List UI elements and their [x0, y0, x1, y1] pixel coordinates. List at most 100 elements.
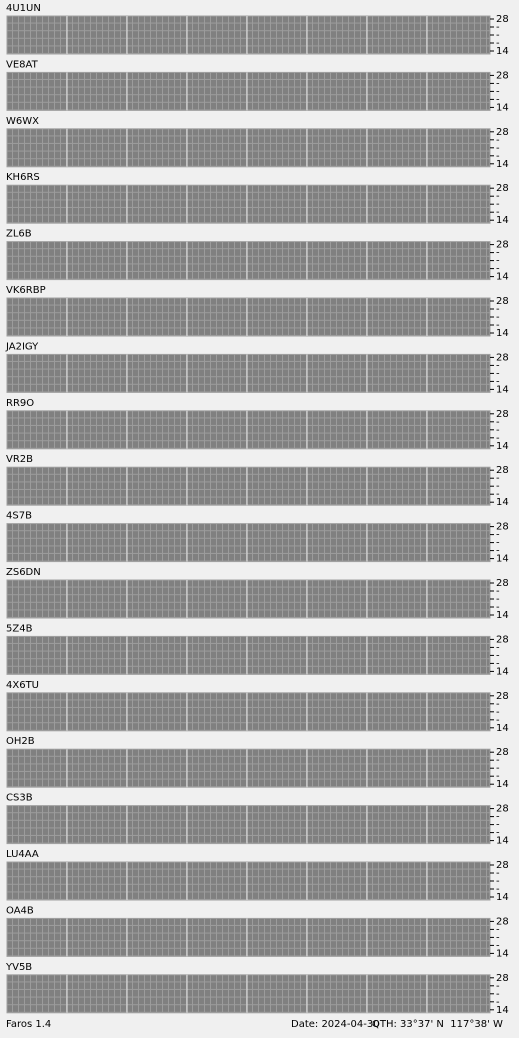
band-label: 28 [496, 183, 509, 194]
band-label: 14 [496, 272, 509, 283]
band-label: 14 [496, 497, 509, 508]
band-label: - [496, 650, 500, 661]
band-label: - [496, 594, 500, 605]
band-label: - [496, 707, 500, 718]
station-label: OH2B [6, 736, 35, 747]
band-label: 28 [496, 409, 509, 420]
station-label: YV5B [5, 962, 32, 973]
band-label: - [496, 368, 500, 379]
station-label: VK6RBP [6, 285, 46, 296]
band-label: - [496, 940, 500, 951]
band-label: - [496, 538, 500, 549]
band-label: - [496, 433, 500, 444]
band-label: - [496, 828, 500, 839]
band-label: 14 [496, 328, 509, 339]
band-label: - [496, 320, 500, 331]
band-label: 28 [496, 127, 509, 138]
station-label: 4X6TU [6, 680, 39, 691]
band-label: - [496, 820, 500, 831]
station-label: JA2IGY [5, 341, 39, 352]
band-label: 28 [496, 634, 509, 645]
band-grid [6, 241, 491, 281]
station-label: ZS6DN [6, 567, 41, 578]
band-label: - [496, 876, 500, 887]
band-label: 28 [496, 973, 509, 984]
band-grid [6, 523, 491, 563]
band-label: - [496, 602, 500, 613]
band-label: 28 [496, 916, 509, 927]
band-label: - [496, 312, 500, 323]
band-label: - [496, 932, 500, 943]
band-label: 14 [496, 1005, 509, 1015]
band-label: 28 [496, 804, 509, 815]
band-label: - [496, 199, 500, 210]
band-label: 28 [496, 352, 509, 363]
band-label: - [496, 812, 500, 823]
band-grid [6, 297, 491, 337]
band-label: 14 [496, 610, 509, 621]
band-label: - [496, 417, 500, 428]
band-label: - [496, 256, 500, 267]
band-label: - [496, 207, 500, 218]
band-label: - [496, 642, 500, 653]
band-grid [6, 861, 491, 901]
band-label: - [496, 884, 500, 895]
band-grid [6, 466, 491, 506]
band-grid [6, 353, 491, 393]
band-grid [6, 128, 491, 168]
band-label: - [496, 473, 500, 484]
band-label: 14 [496, 46, 509, 57]
band-label: - [496, 981, 500, 992]
station-label: 5Z4B [6, 623, 33, 634]
band-label: - [496, 135, 500, 146]
band-label: - [496, 489, 500, 500]
band-label: 28 [496, 14, 509, 25]
band-label: - [496, 425, 500, 436]
station-label: LU4AA [6, 849, 39, 860]
band-grid [6, 15, 491, 55]
band-grid [6, 579, 491, 619]
band-label: - [496, 376, 500, 387]
band-label: 28 [496, 747, 509, 758]
band-label: 28 [496, 522, 509, 533]
band-label: 14 [496, 948, 509, 959]
band-label: - [496, 763, 500, 774]
band-grid [6, 71, 491, 111]
band-label: 28 [496, 70, 509, 81]
band-label: - [496, 86, 500, 97]
band-label: - [496, 360, 500, 371]
band-label: - [496, 715, 500, 726]
band-label: 28 [496, 578, 509, 589]
station-label: KH6RS [6, 172, 40, 183]
band-label: - [496, 771, 500, 782]
band-label: 14 [496, 384, 509, 395]
station-label: CS3B [6, 793, 33, 804]
band-label: 14 [496, 779, 509, 790]
station-label: 4S7B [6, 511, 32, 522]
band-label: 28 [496, 296, 509, 307]
band-grid [6, 692, 491, 732]
band-grid [6, 635, 491, 675]
band-label: - [496, 699, 500, 710]
app-version: Faros 1.4 [6, 1019, 52, 1030]
band-label: - [496, 248, 500, 259]
band-label: - [496, 94, 500, 105]
band-label: - [496, 30, 500, 41]
band-grid [6, 748, 491, 788]
band-label: 14 [496, 215, 509, 226]
station-label: RR9O [6, 398, 34, 409]
band-label: - [496, 22, 500, 33]
band-label: - [496, 78, 500, 89]
band-label: 14 [496, 836, 509, 847]
band-label: - [496, 143, 500, 154]
band-label: - [496, 755, 500, 766]
band-label: 14 [496, 892, 509, 903]
qth: QTH: 33°37' N 117°38' W [372, 1019, 503, 1030]
band-label: 14 [496, 102, 509, 113]
band-label: 28 [496, 240, 509, 251]
band-label: 14 [496, 723, 509, 734]
station-label: VE8AT [6, 59, 39, 70]
band-label: - [496, 924, 500, 935]
band-grid [6, 974, 491, 1014]
